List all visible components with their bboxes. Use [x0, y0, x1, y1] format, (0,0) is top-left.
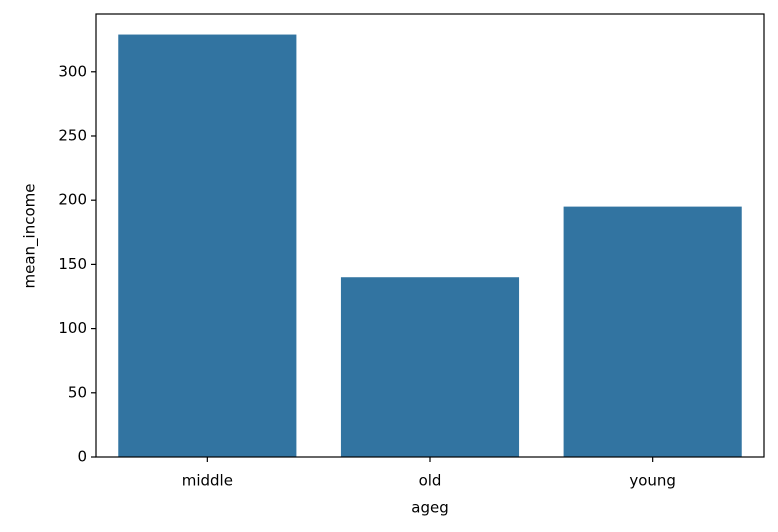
bar [340, 277, 520, 457]
plot-frame [95, 13, 765, 458]
y-tick-label: 100 [58, 319, 87, 337]
y-tick-label: 200 [58, 191, 87, 209]
bar [563, 206, 742, 457]
y-tick-label: 150 [58, 255, 87, 273]
x-tick-label: old [419, 472, 442, 490]
y-tick-label: 300 [58, 62, 87, 80]
x-axis-label: ageg [411, 499, 448, 517]
y-axis-label: mean_income [21, 184, 40, 289]
x-tick-label: young [629, 472, 676, 490]
y-tick-label: 50 [68, 383, 87, 401]
x-tick-label: middle [182, 472, 233, 490]
y-tick-label: 0 [77, 448, 87, 466]
bar [118, 34, 297, 458]
y-tick-label: 250 [58, 126, 87, 144]
